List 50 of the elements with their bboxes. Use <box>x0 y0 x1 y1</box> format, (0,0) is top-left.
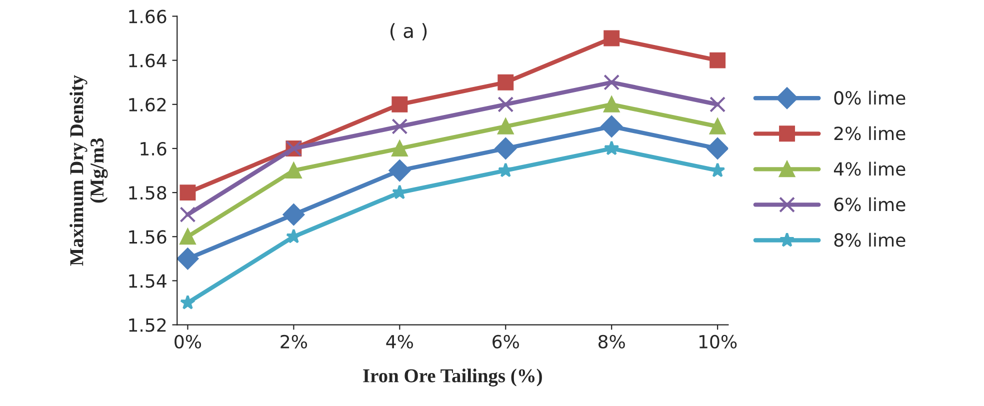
point <box>392 140 408 156</box>
point <box>180 228 196 245</box>
y-tick-label: 1.52 <box>129 318 166 332</box>
legend-label: 0% lime <box>834 90 906 105</box>
x-tick-label: 4% <box>386 334 413 348</box>
x-tick-label: 0% <box>174 334 202 348</box>
point <box>604 74 620 90</box>
point <box>180 206 196 223</box>
point <box>286 228 302 244</box>
point <box>498 74 514 90</box>
point <box>392 118 408 134</box>
point <box>392 184 408 200</box>
point <box>600 116 622 138</box>
y-axis-title: Maximum Dry Density (Mg/m3 <box>70 75 108 266</box>
point <box>282 204 305 226</box>
legend-label: 8% lime <box>834 232 906 247</box>
point <box>180 294 196 310</box>
point <box>180 184 196 201</box>
point <box>710 118 726 134</box>
legend-label: 2% lime <box>834 126 906 140</box>
point <box>604 30 620 46</box>
y-tick-label: 1.66 <box>129 10 166 24</box>
legend-label: 4% lime <box>834 162 906 176</box>
point <box>388 160 411 182</box>
y-tick-label: 1.64 <box>129 54 166 68</box>
point <box>706 138 728 160</box>
point <box>392 96 408 112</box>
annotation: ( a ) <box>390 23 427 40</box>
point <box>604 140 620 156</box>
y-tick-label: 1.54 <box>129 274 166 288</box>
point <box>604 96 620 112</box>
x-tick-label: 8% <box>598 334 625 348</box>
y-tick-label: 1.56 <box>129 230 166 244</box>
point <box>498 118 514 134</box>
y-tick-label: 1.6 <box>140 142 166 156</box>
point <box>286 162 302 179</box>
x-tick-label: 10% <box>699 334 737 348</box>
legend-label: 6% lime <box>834 197 906 212</box>
x-tick-label: 2% <box>280 334 308 348</box>
point <box>710 52 726 68</box>
point <box>710 162 726 178</box>
point <box>177 248 199 270</box>
point <box>494 138 516 160</box>
point <box>710 96 726 112</box>
x-tick-label: 6% <box>492 334 519 348</box>
point <box>498 96 514 112</box>
point <box>498 162 514 178</box>
y-tick-label: 1.62 <box>129 98 166 112</box>
x-axis-title: Iron Ore Tailings (%) <box>363 368 542 386</box>
y-tick-label: 1.58 <box>129 186 166 200</box>
